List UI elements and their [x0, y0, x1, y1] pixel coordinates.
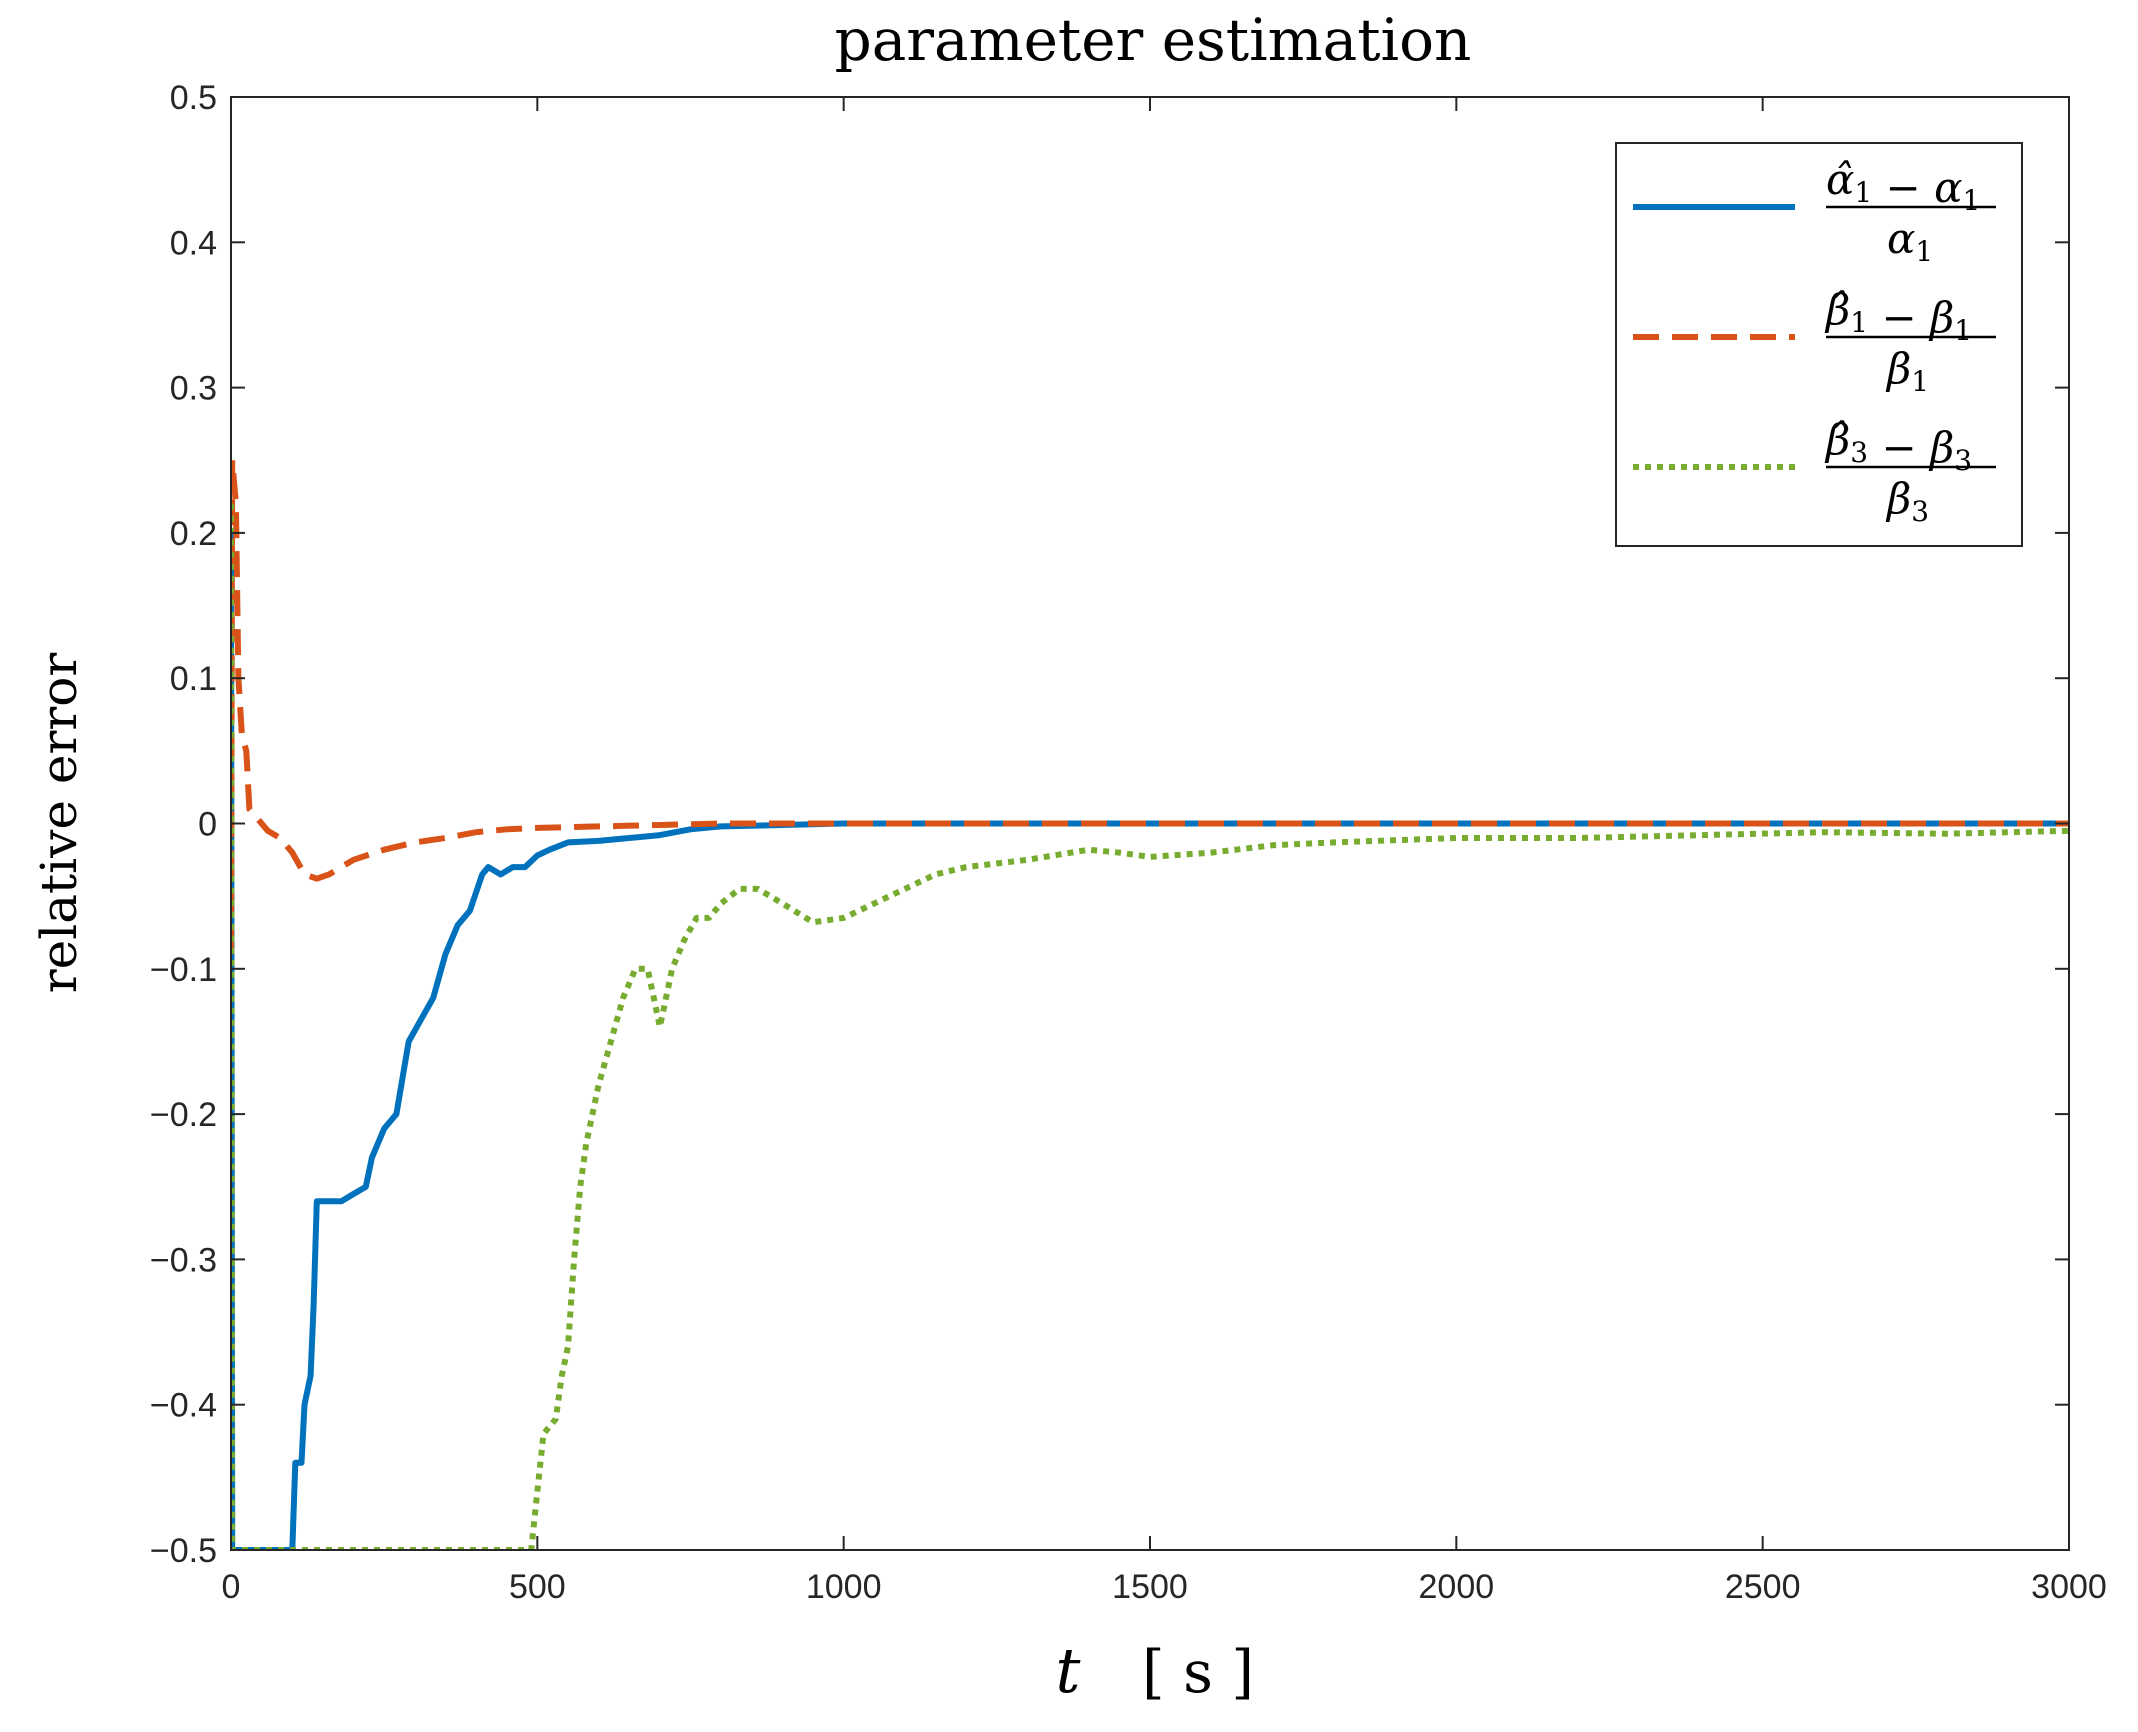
- y-tick-label: 0.1: [170, 660, 217, 698]
- y-tick-label: −0.5: [150, 1532, 217, 1570]
- x-tick-label: 2500: [1725, 1568, 1801, 1606]
- chart-title: parameter estimation: [835, 6, 1472, 74]
- x-tick-label: 0: [222, 1568, 241, 1606]
- y-tick-label: −0.1: [150, 951, 217, 989]
- y-tick-label: −0.4: [150, 1387, 217, 1425]
- legend-numerator: β̂3 − β3: [1824, 415, 1972, 477]
- legend-denominator: β1: [1885, 344, 1929, 398]
- legend-denominator: β3: [1885, 474, 1929, 528]
- series-line-3: [231, 503, 2069, 1550]
- y-axis-label: relative error: [30, 653, 88, 994]
- series-layer: [231, 457, 2069, 1550]
- x-tick-label: 1000: [806, 1568, 882, 1606]
- x-axis-unit: [ s ]: [1142, 1638, 1254, 1706]
- y-tick-label: 0.4: [170, 224, 217, 262]
- y-tick-label: −0.3: [150, 1241, 217, 1279]
- x-tick-label: 2000: [1419, 1568, 1495, 1606]
- legend-box: [1615, 142, 2023, 547]
- x-axis-variable: t: [1056, 1634, 1081, 1707]
- y-tick-label: −0.2: [150, 1096, 217, 1134]
- x-tick-label: 1500: [1112, 1568, 1188, 1606]
- x-tick-label: 3000: [2031, 1568, 2107, 1606]
- series-line-2: [231, 457, 2069, 955]
- legend-denominator: α1: [1887, 214, 1933, 268]
- tick-layer: 0 500 1000 1500 2000 2500 3000 0.5 0.4 0.3 0.2 0.1 0…: [150, 79, 2107, 1606]
- y-tick-label: 0.5: [170, 79, 217, 117]
- x-tick-label: 500: [509, 1568, 566, 1606]
- legend-numerator: α̂1 − α1: [1826, 155, 1980, 217]
- y-tick-label: 0.3: [170, 370, 217, 408]
- series-line-1: [231, 529, 2069, 1550]
- x-axis-label: t [ s ]: [1056, 1634, 1254, 1707]
- legend-numerator: β̂1 − β1: [1824, 285, 1972, 347]
- y-tick-label: 0: [198, 806, 217, 844]
- y-tick-label: 0.2: [170, 515, 217, 553]
